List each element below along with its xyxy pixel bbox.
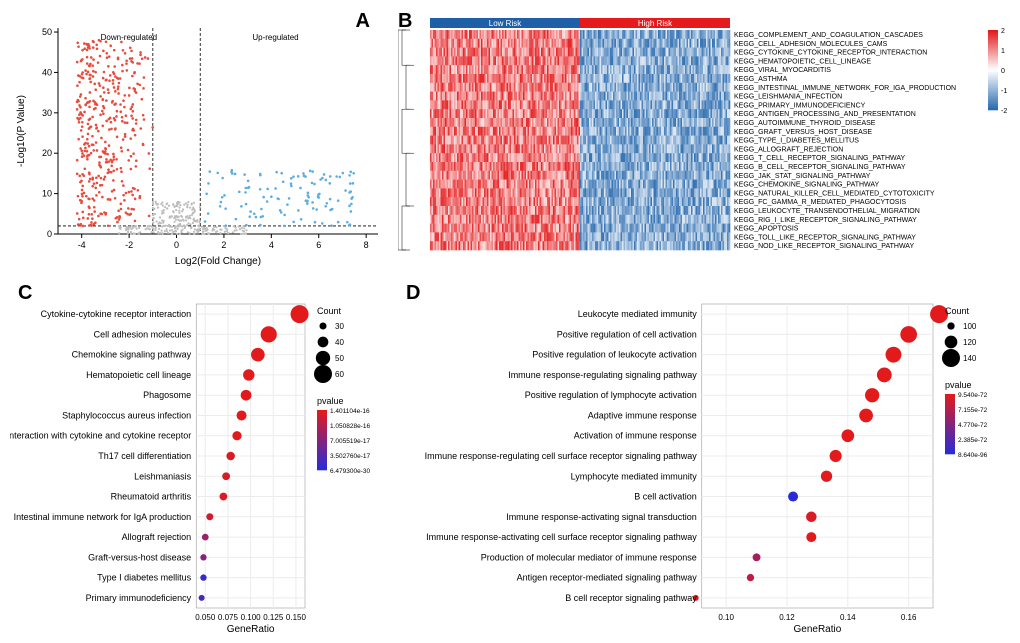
svg-text:-2: -2 [125, 240, 133, 250]
panel-d-dotplot: D 0.100.120.140.16GeneRatioLeukocyte med… [398, 278, 1018, 638]
svg-text:KEGG_JAK_STAT_SIGNALING_PATHWA: KEGG_JAK_STAT_SIGNALING_PATHWAY [734, 173, 871, 180]
svg-text:High Risk: High Risk [638, 19, 673, 28]
svg-text:Low Risk: Low Risk [489, 19, 522, 28]
panel-b-heatmap: B Low Risk High Risk KEGG_COMPLEMENT_AND_C… [398, 10, 1018, 270]
panel-c-dotplot: C 0.0500.0750.1000.1250.150GeneRatioCyto… [10, 278, 390, 638]
panel-c-label: C [18, 282, 32, 305]
svg-text:KEGG_LEISHMANIA_INFECTION: KEGG_LEISHMANIA_INFECTION [734, 94, 842, 101]
panel-a-volcano: A -4 -2 0 2 4 6 8 0 10 20 30 40 50 Log2(Fold Change) -… [10, 10, 390, 270]
svg-text:KEGG_HEMATOPOIETIC_CELL_LINEAG: KEGG_HEMATOPOIETIC_CELL_LINEAGE [734, 58, 871, 65]
svg-text:40: 40 [42, 67, 52, 77]
panel-a-label: A [356, 10, 370, 33]
svg-text:30: 30 [42, 108, 52, 118]
svg-text:KEGG_ALLOGRAFT_REJECTION: KEGG_ALLOGRAFT_REJECTION [734, 146, 843, 153]
svg-text:0: 0 [174, 240, 179, 250]
svg-text:Log2(Fold Change): Log2(Fold Change) [175, 256, 261, 267]
svg-text:KEGG_INTESTINAL_IMMUNE_NETWORK: KEGG_INTESTINAL_IMMUNE_NETWORK_FOR_IGA_P… [734, 85, 956, 92]
svg-text:10: 10 [42, 189, 52, 199]
svg-text:KEGG_PRIMARY_IMMUNODEFICIENCY: KEGG_PRIMARY_IMMUNODEFICIENCY [734, 102, 866, 109]
svg-text:0: 0 [47, 229, 52, 239]
svg-text:KEGG_CELL_ADHESION_MOLECULES_C: KEGG_CELL_ADHESION_MOLECULES_CAMS [734, 41, 888, 48]
svg-text:6: 6 [316, 240, 321, 250]
panel-b-label: B [398, 10, 412, 33]
svg-text:KEGG_ASTHMA: KEGG_ASTHMA [734, 76, 788, 83]
svg-text:-Log10(P Value): -Log10(P Value) [16, 95, 27, 167]
svg-text:KEGG_VIRAL_MYOCARDITIS: KEGG_VIRAL_MYOCARDITIS [734, 67, 831, 74]
svg-text:KEGG_ANTIGEN_PROCESSING_AND_PR: KEGG_ANTIGEN_PROCESSING_AND_PRESENTATION [734, 111, 916, 118]
svg-text:KEGG_CHEMOKINE_SIGNALING_PATHW: KEGG_CHEMOKINE_SIGNALING_PATHWAY [734, 182, 880, 189]
svg-text:4: 4 [269, 240, 274, 250]
svg-text:KEGG_T_CELL_RECEPTOR_SIGNALING: KEGG_T_CELL_RECEPTOR_SIGNALING_PATHWAY [734, 155, 905, 162]
svg-text:KEGG_COMPLEMENT_AND_COAGULATIO: KEGG_COMPLEMENT_AND_COAGULATION_CASCADES [734, 32, 923, 39]
svg-text:KEGG_CYTOKINE_CYTOKINE_RECEPTO: KEGG_CYTOKINE_CYTOKINE_RECEPTOR_INTERACT… [734, 50, 927, 57]
svg-text:KEGG_NATURAL_KILLER_CELL_MEDIA: KEGG_NATURAL_KILLER_CELL_MEDIATED_CYTOTO… [734, 190, 935, 197]
svg-text:KEGG_TYPE_I_DIABETES_MELLITUS: KEGG_TYPE_I_DIABETES_MELLITUS [734, 138, 859, 145]
svg-text:50: 50 [42, 27, 52, 37]
svg-text:Down-regulated: Down-regulated [101, 33, 157, 42]
svg-text:2: 2 [221, 240, 226, 250]
panel-d-label: D [406, 282, 420, 305]
svg-text:KEGG_FC_GAMMA_R_MEDIATED_PHAGO: KEGG_FC_GAMMA_R_MEDIATED_PHAGOCYTOSIS [734, 199, 906, 206]
svg-text:8: 8 [364, 240, 369, 250]
svg-text:KEGG_GRAFT_VERSUS_HOST_DISEASE: KEGG_GRAFT_VERSUS_HOST_DISEASE [734, 129, 872, 136]
svg-text:KEGG_AUTOIMMUNE_THYROID_DISEAS: KEGG_AUTOIMMUNE_THYROID_DISEASE [734, 120, 876, 127]
svg-text:-4: -4 [78, 240, 86, 250]
svg-text:KEGG_B_CELL_RECEPTOR_SIGNALING: KEGG_B_CELL_RECEPTOR_SIGNALING_PATHWAY [734, 164, 906, 171]
svg-text:Up-regulated: Up-regulated [252, 33, 298, 42]
svg-text:20: 20 [42, 148, 52, 158]
